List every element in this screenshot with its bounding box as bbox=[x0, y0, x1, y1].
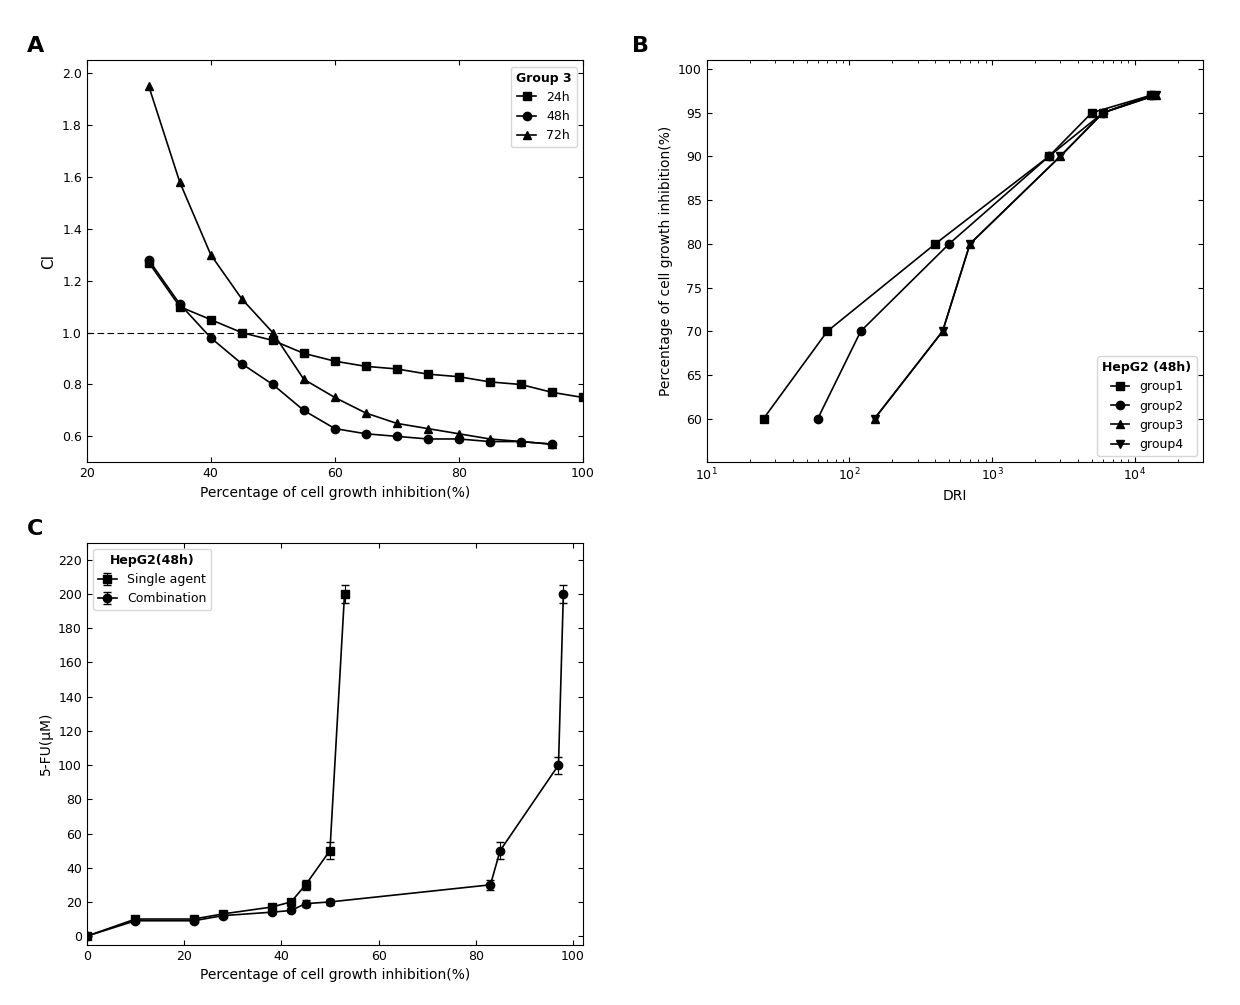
group2 bbox=[853, 326, 868, 338]
48h bbox=[544, 438, 559, 450]
48h bbox=[358, 428, 373, 440]
group2 bbox=[1042, 151, 1056, 163]
72h bbox=[420, 422, 435, 434]
72h bbox=[172, 176, 187, 188]
24h bbox=[234, 327, 249, 339]
group2 bbox=[811, 413, 826, 425]
group3 bbox=[1053, 151, 1068, 163]
Y-axis label: Percentage of cell growth inhibition(%): Percentage of cell growth inhibition(%) bbox=[658, 127, 672, 396]
Legend: Single agent, Combination: Single agent, Combination bbox=[93, 549, 211, 610]
group3 bbox=[962, 238, 977, 250]
Line: 24h: 24h bbox=[145, 258, 587, 402]
48h bbox=[513, 435, 528, 447]
72h bbox=[389, 417, 404, 429]
group4 bbox=[935, 326, 950, 338]
X-axis label: Percentage of cell growth inhibition(%): Percentage of cell growth inhibition(%) bbox=[200, 968, 470, 982]
Text: B: B bbox=[632, 36, 650, 56]
Text: A: A bbox=[27, 36, 45, 56]
Line: 72h: 72h bbox=[145, 82, 556, 448]
Line: group1: group1 bbox=[759, 91, 1156, 423]
72h bbox=[513, 435, 528, 447]
group3 bbox=[1096, 107, 1111, 119]
Y-axis label: CI: CI bbox=[41, 253, 56, 269]
X-axis label: DRI: DRI bbox=[942, 489, 967, 504]
24h bbox=[575, 391, 590, 403]
group3 bbox=[867, 413, 882, 425]
group3 bbox=[935, 326, 950, 338]
24h bbox=[451, 371, 466, 383]
72h bbox=[358, 407, 373, 419]
group4 bbox=[867, 413, 882, 425]
group4 bbox=[1148, 89, 1163, 102]
group2 bbox=[1143, 89, 1158, 102]
24h bbox=[172, 300, 187, 313]
48h bbox=[389, 430, 404, 442]
Line: 48h: 48h bbox=[145, 256, 556, 448]
X-axis label: Percentage of cell growth inhibition(%): Percentage of cell growth inhibition(%) bbox=[200, 485, 470, 499]
group1 bbox=[928, 238, 942, 250]
48h bbox=[172, 298, 187, 311]
group1 bbox=[1042, 151, 1056, 163]
24h bbox=[141, 256, 156, 268]
72h bbox=[141, 80, 156, 92]
group1 bbox=[1143, 89, 1158, 102]
48h bbox=[296, 404, 311, 416]
Legend: group1, group2, group3, group4: group1, group2, group3, group4 bbox=[1097, 356, 1197, 456]
72h bbox=[482, 433, 497, 445]
24h bbox=[389, 363, 404, 375]
group4 bbox=[1053, 151, 1068, 163]
group1 bbox=[756, 413, 771, 425]
group2 bbox=[1096, 107, 1111, 119]
48h bbox=[234, 358, 249, 370]
48h bbox=[203, 332, 218, 344]
group4 bbox=[1096, 107, 1111, 119]
Line: group4: group4 bbox=[870, 91, 1159, 423]
group2 bbox=[941, 238, 956, 250]
24h bbox=[482, 376, 497, 388]
group3 bbox=[1148, 89, 1163, 102]
24h bbox=[544, 386, 559, 398]
72h bbox=[234, 292, 249, 305]
24h bbox=[203, 314, 218, 326]
24h bbox=[296, 348, 311, 360]
group4 bbox=[962, 238, 977, 250]
48h bbox=[482, 435, 497, 447]
72h bbox=[265, 327, 280, 339]
Text: C: C bbox=[27, 519, 43, 539]
Y-axis label: 5-FU(μM): 5-FU(μM) bbox=[38, 712, 52, 776]
48h bbox=[451, 433, 466, 445]
24h bbox=[513, 379, 528, 391]
72h bbox=[327, 391, 342, 403]
72h bbox=[544, 438, 559, 450]
group1 bbox=[1084, 107, 1099, 119]
72h bbox=[203, 249, 218, 261]
24h bbox=[265, 335, 280, 347]
72h bbox=[451, 428, 466, 440]
24h bbox=[358, 361, 373, 373]
Legend: 24h, 48h, 72h: 24h, 48h, 72h bbox=[511, 66, 577, 148]
24h bbox=[327, 355, 342, 367]
72h bbox=[296, 373, 311, 385]
48h bbox=[265, 379, 280, 391]
group1 bbox=[820, 326, 835, 338]
Line: group2: group2 bbox=[813, 91, 1156, 423]
48h bbox=[327, 422, 342, 434]
24h bbox=[420, 368, 435, 380]
Line: group3: group3 bbox=[870, 91, 1159, 423]
48h bbox=[141, 254, 156, 266]
48h bbox=[420, 433, 435, 445]
